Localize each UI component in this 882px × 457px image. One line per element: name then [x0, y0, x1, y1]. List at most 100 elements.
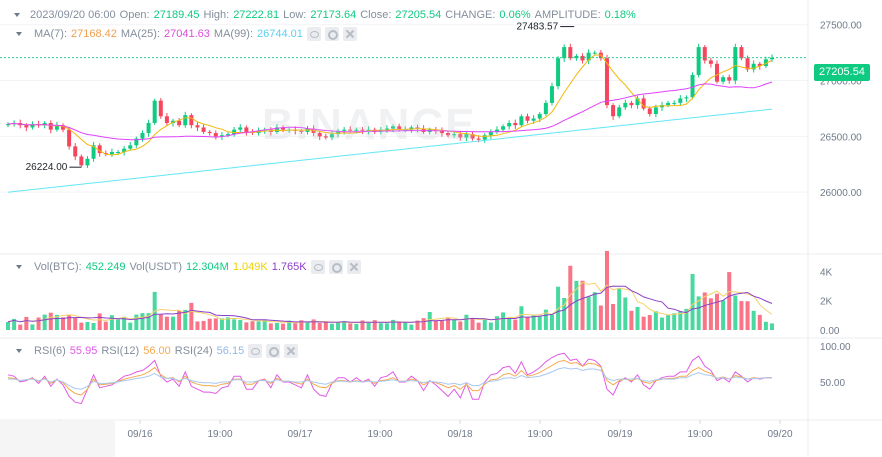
rsi-line-24 — [8, 367, 772, 390]
ma7-line — [7, 54, 773, 156]
x-tick-label: 09/16 — [127, 429, 152, 440]
close-icon[interactable] — [284, 344, 299, 358]
candle-body — [702, 47, 707, 61]
candle-body — [568, 47, 573, 59]
gear-icon[interactable] — [324, 27, 339, 41]
volume-bar — [452, 319, 457, 330]
collapse-triangle-icon[interactable] — [16, 265, 22, 269]
eye-icon[interactable] — [306, 27, 321, 41]
x-tick-label: 19:00 — [367, 429, 392, 440]
gear-icon[interactable] — [266, 344, 281, 358]
volume-tick-label: 4K — [820, 267, 833, 278]
volume-bar — [568, 265, 573, 330]
volume-bar — [562, 298, 567, 330]
eye-icon[interactable] — [248, 344, 263, 358]
volume-bar — [73, 317, 78, 330]
close-value: 27205.54 — [395, 9, 442, 21]
candle-body — [708, 60, 713, 64]
volume-bar — [714, 293, 719, 330]
candle-body — [317, 133, 322, 137]
candle-body — [6, 124, 10, 126]
close-label: Close: — [360, 9, 392, 21]
volume-bar — [629, 310, 634, 330]
close-icon[interactable] — [342, 27, 357, 41]
candle-body — [623, 102, 628, 108]
x-tick-label: 19:00 — [527, 429, 552, 440]
volume-bar — [85, 321, 90, 330]
candle-body — [494, 129, 499, 132]
candle-body — [201, 127, 206, 132]
volume-tick-label: 0.00 — [820, 326, 840, 337]
volume-bar — [12, 318, 17, 330]
candle-body — [244, 127, 249, 132]
volume-bar — [6, 321, 10, 330]
volume-bar — [348, 323, 353, 330]
volume-bar — [537, 316, 542, 330]
candle-body — [67, 129, 72, 147]
candle-body — [501, 126, 506, 130]
volume-bar — [470, 318, 475, 330]
candle-body — [158, 100, 163, 117]
volume-bar — [262, 319, 267, 330]
candle-body — [464, 134, 469, 138]
candle-body — [653, 107, 658, 115]
vol-usdt-label: Vol(USDT) — [129, 261, 183, 273]
x-tick-label: 19:00 — [687, 429, 712, 440]
volume-bar — [586, 296, 591, 330]
candle-body — [476, 138, 481, 140]
volume-legend: Vol(BTC): 452.249 Vol(USDT) 12.304M 1.04… — [12, 260, 361, 274]
candle-body — [745, 58, 750, 70]
collapse-triangle-icon[interactable] — [16, 349, 22, 353]
candle-body — [397, 126, 402, 130]
eye-icon[interactable] — [310, 260, 325, 274]
volume-bar — [24, 316, 29, 330]
x-tick-label: 19:00 — [207, 429, 232, 440]
volume-bar — [323, 322, 328, 330]
collapse-triangle-icon[interactable] — [14, 13, 20, 17]
volume-bar — [476, 322, 481, 330]
gear-icon[interactable] — [328, 260, 343, 274]
candle-body — [757, 63, 762, 67]
volume-bar — [18, 324, 23, 330]
volume-bar — [342, 321, 347, 330]
ma25-line — [7, 81, 773, 141]
amplitude-value: 0.18% — [604, 9, 636, 21]
candle-body — [604, 58, 609, 106]
close-icon[interactable] — [346, 260, 361, 274]
ma25-label: MA(25): — [120, 28, 161, 40]
rsi24-value: 56.15 — [216, 345, 245, 357]
candle-body — [54, 125, 59, 130]
volume-bar — [317, 322, 322, 330]
candle-body — [274, 127, 279, 132]
volume-bar — [61, 317, 66, 330]
volume-bar — [232, 319, 237, 330]
volume-bar — [42, 314, 47, 330]
volume-bar — [366, 322, 371, 330]
ma7-label: MA(7): — [34, 28, 67, 40]
volume-bar — [287, 320, 292, 330]
candle-body — [238, 127, 243, 130]
x-tick-label: 09/19 — [607, 429, 632, 440]
binance-watermark: BINANCE — [262, 100, 477, 149]
high-value: 27222.81 — [233, 9, 280, 21]
collapse-triangle-icon[interactable] — [16, 32, 22, 36]
volume-bar — [770, 323, 774, 330]
rsi12-value: 56.00 — [143, 345, 171, 357]
candle-body — [739, 47, 744, 59]
candle-body — [30, 124, 35, 128]
vol-ma1-value: 1.049K — [232, 261, 268, 273]
volume-bar — [250, 321, 255, 330]
candle-body — [61, 125, 66, 130]
candle-body — [641, 98, 646, 109]
vol-btc-label: Vol(BTC): — [34, 261, 82, 273]
volume-bar — [79, 322, 84, 330]
candle-body — [91, 145, 96, 159]
volume-bar — [763, 321, 768, 330]
volume-bar — [201, 320, 206, 330]
candle-body — [470, 134, 475, 139]
volume-bar — [617, 288, 622, 330]
volume-bar — [549, 314, 554, 330]
volume-bar — [519, 306, 524, 330]
volume-bar — [354, 323, 359, 330]
